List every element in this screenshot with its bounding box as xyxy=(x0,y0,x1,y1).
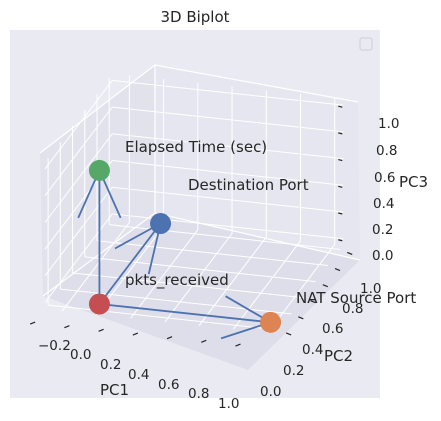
loading-arrow xyxy=(98,222,162,305)
x-tick-label: 0.0 xyxy=(70,347,91,363)
x-tick-mark xyxy=(166,336,173,340)
z-tick-label: 0.0 xyxy=(372,248,393,264)
y-tick-mark xyxy=(347,251,353,255)
point-labels: pkts_received NAT Source Port Elapsed Ti… xyxy=(125,138,416,307)
x-tick-mark xyxy=(64,325,70,329)
data-point xyxy=(88,293,110,315)
y-tick-label: 0.0 xyxy=(260,384,281,400)
point-label-nat-source-port: NAT Source Port xyxy=(296,289,416,307)
y-tick-label: 0.4 xyxy=(302,342,323,358)
y-tick-mark xyxy=(285,332,292,336)
loading-arrow xyxy=(99,303,271,324)
x-tick-label: −0.2 xyxy=(38,338,71,354)
grid-line xyxy=(164,233,233,323)
x-tick-mark xyxy=(132,332,139,336)
y-tick-label: 0.8 xyxy=(342,301,363,317)
data-point xyxy=(88,159,110,181)
x-tick-mark xyxy=(235,343,241,347)
grid-line xyxy=(44,80,113,170)
grid-line xyxy=(72,272,304,299)
grid-line xyxy=(109,224,341,250)
legend-box xyxy=(359,37,373,51)
x-tick-mark xyxy=(29,321,36,325)
grid-line xyxy=(112,106,344,133)
grid-line xyxy=(96,240,329,267)
z-tick-label: 1.0 xyxy=(378,116,399,132)
grid-line xyxy=(112,213,344,240)
grid-line xyxy=(112,79,344,106)
z-tick-mark xyxy=(338,132,343,135)
point-label-pkts-received: pkts_received xyxy=(125,271,229,290)
z-tick-mark xyxy=(338,185,343,188)
grid-line xyxy=(198,236,267,326)
x-tick-label: 0.2 xyxy=(100,357,121,373)
x-tick-mark xyxy=(201,339,207,343)
loading-arrows xyxy=(77,170,272,340)
z-tick-mark xyxy=(338,239,343,242)
x-tick-label: 0.8 xyxy=(188,386,209,402)
data-point xyxy=(260,311,282,333)
back-pane xyxy=(155,65,360,260)
x-tick-label: 0.4 xyxy=(128,367,149,383)
grid-line xyxy=(84,256,316,283)
z-tick-mark xyxy=(338,159,343,162)
y-tick-label: 0.2 xyxy=(283,363,304,379)
grid-line xyxy=(112,133,344,160)
y-tick-mark xyxy=(298,316,304,320)
z-tick-label: 0.4 xyxy=(373,196,394,212)
floor-pane xyxy=(43,213,360,370)
z-tick-label: 0.8 xyxy=(376,143,397,159)
z-tick-mark xyxy=(338,105,343,108)
point-label-elapsed-time: Elapsed Time (sec) xyxy=(125,138,267,156)
z-tick-label: 0.6 xyxy=(374,170,395,186)
y-tick-label: 1.0 xyxy=(360,281,381,297)
grid-line xyxy=(44,106,113,196)
y-tick-mark xyxy=(322,284,329,288)
y-axis-label: PC2 xyxy=(324,347,353,365)
z-axis-label: PC3 xyxy=(399,173,428,191)
x-axis-label: PC1 xyxy=(100,381,129,399)
grid-line xyxy=(112,186,344,213)
y-tick-mark xyxy=(310,300,316,304)
grid-line xyxy=(44,186,113,277)
point-label-destination-port: Destination Port xyxy=(188,176,309,194)
grid-line xyxy=(44,133,113,223)
x-tick-labels: −0.2 0.0 0.2 0.4 0.6 0.8 1.0 xyxy=(38,338,239,412)
data-points xyxy=(88,159,282,333)
grid-line xyxy=(112,160,344,186)
y-tick-mark xyxy=(334,267,341,272)
x-tick-label: 0.6 xyxy=(158,377,179,393)
grid-line xyxy=(44,213,113,303)
y-tick-labels: 0.0 0.2 0.4 0.6 0.8 1.0 xyxy=(260,281,381,400)
z-tick-label: 0.2 xyxy=(372,222,393,238)
chart-title: 3D Biplot xyxy=(160,8,229,26)
z-tick-mark xyxy=(338,212,343,215)
grid-line xyxy=(61,222,130,312)
x-tick-label: 1.0 xyxy=(218,396,239,412)
x-tick-mark xyxy=(98,328,104,332)
z-tick-labels: 0.0 0.2 0.4 0.6 0.8 1.0 xyxy=(372,116,399,264)
data-point xyxy=(150,213,172,234)
grid-lines xyxy=(44,75,344,334)
grid-line xyxy=(130,229,199,319)
grid-line xyxy=(232,240,301,330)
y-tick-label: 0.6 xyxy=(322,321,343,337)
grid-line xyxy=(48,304,280,331)
